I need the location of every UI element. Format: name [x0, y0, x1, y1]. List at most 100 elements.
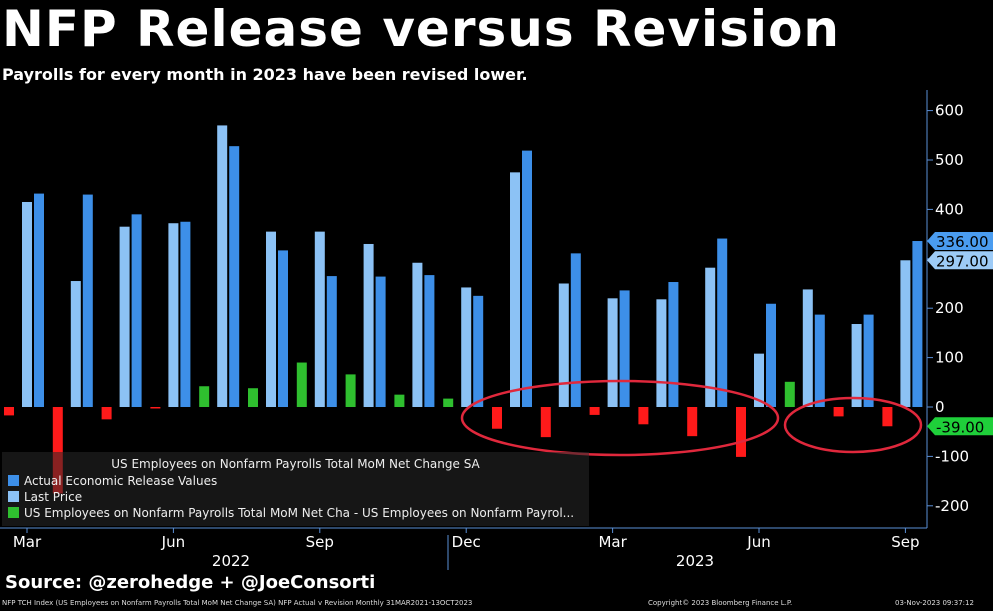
- footer: NFP TCH Index (US Employees on Nonfarm P…: [0, 597, 993, 611]
- bar-revision-difference: [833, 407, 844, 417]
- bar-revision-difference: [540, 407, 551, 438]
- bar-actual-release: [131, 214, 142, 407]
- chart-title: NFP Release versus Revision: [2, 0, 841, 58]
- bar-actual-release: [717, 238, 728, 407]
- legend: US Employees on Nonfarm Payrolls Total M…: [2, 452, 589, 526]
- bar-actual-release: [424, 275, 435, 407]
- legend-item-last-price: Last Price: [8, 490, 82, 505]
- chart-subtitle: Payrolls for every month in 2023 have be…: [2, 65, 528, 84]
- bar-last-price: [461, 287, 472, 407]
- bar-actual-release: [863, 314, 874, 407]
- highlight-ellipse-recent: [783, 396, 923, 454]
- bar-actual-release: [473, 295, 484, 407]
- badge-shape: [927, 417, 993, 436]
- highlight-ellipse-2023: [460, 379, 780, 457]
- bar-last-price: [851, 324, 862, 407]
- y-axis: 6005004003002001000-100-200: [926, 90, 969, 528]
- bar-revision-difference: [4, 407, 14, 416]
- legend-item-actual: Actual Economic Release Values: [8, 474, 217, 489]
- bar-revision-difference: [492, 407, 502, 429]
- bar-revision-difference: [736, 407, 746, 457]
- bar-revision-difference: [248, 388, 258, 407]
- bar-actual-release: [82, 194, 93, 407]
- bar-actual-release: [570, 253, 581, 407]
- bar-revision-difference: [345, 374, 356, 407]
- bars-group: [4, 125, 923, 494]
- legend-label-last-price: Last Price: [24, 490, 83, 504]
- bar-last-price: [754, 353, 764, 407]
- bar-actual-release: [668, 282, 679, 407]
- bar-last-price: [412, 262, 423, 407]
- legend-label-actual: Actual Economic Release Values: [24, 474, 218, 488]
- bar-revision-difference: [687, 407, 698, 437]
- x-tick-label: Mar: [598, 533, 627, 551]
- x-year-label: 2023: [676, 552, 714, 570]
- bar-last-price: [363, 243, 374, 407]
- badge-label: 297.00: [936, 252, 989, 270]
- badge-label: -39.00: [936, 418, 984, 436]
- y-tick-label: 200: [935, 299, 964, 317]
- bar-last-price: [314, 231, 325, 407]
- bar-actual-release: [619, 290, 630, 407]
- x-tick-label: Sep: [306, 533, 334, 551]
- legend-swatch-actual: [8, 475, 19, 486]
- footer-copyright: Copyright© 2023 Bloomberg Finance L.P.: [648, 599, 793, 607]
- legend-item-difference: US Employees on Nonfarm Payrolls Total M…: [8, 506, 574, 521]
- highlight-ellipses: [460, 379, 923, 457]
- bar-revision-difference: [638, 407, 649, 425]
- bar-revision-difference: [199, 386, 210, 407]
- y-tick-label: 500: [935, 151, 964, 169]
- bar-revision-difference: [296, 362, 307, 407]
- x-tick-label: Sep: [891, 533, 919, 551]
- x-tick-label: Jun: [161, 533, 185, 551]
- x-tick-label: Mar: [13, 533, 42, 551]
- badge-label: 336.00: [936, 233, 989, 251]
- bar-actual-release: [180, 221, 191, 407]
- y-tick-label: -200: [935, 497, 969, 515]
- y-tick-label: 600: [935, 102, 964, 120]
- bar-revision-difference: [589, 407, 600, 415]
- bar-last-price: [705, 267, 716, 407]
- bar-actual-release: [34, 193, 44, 407]
- source-note: Source: @zerohedge + @JoeConsorti: [5, 572, 376, 593]
- bar-last-price: [558, 283, 569, 407]
- x-year-label: 2022: [212, 552, 250, 570]
- bar-last-price: [607, 298, 618, 407]
- x-tick-label: Dec: [452, 533, 481, 551]
- x-axis: Mar Jun Sep Dec Mar Jun Sep 2022 2023: [0, 527, 927, 570]
- bar-revision-difference: [882, 407, 893, 427]
- footer-timestamp: 03-Nov-2023 09:37:12: [895, 599, 974, 607]
- bar-actual-release: [522, 150, 532, 407]
- bar-actual-release: [326, 276, 337, 407]
- bar-actual-release: [375, 276, 386, 407]
- bar-revision-difference: [394, 394, 405, 407]
- legend-label-difference: US Employees on Nonfarm Payrolls Total M…: [24, 506, 575, 520]
- bar-last-price: [656, 299, 667, 407]
- y-tick-label: 400: [935, 200, 964, 218]
- badge-shape: [927, 251, 993, 270]
- badge-shape: [927, 232, 993, 251]
- bar-actual-release: [278, 250, 288, 407]
- y-tick-label: 0: [935, 398, 945, 416]
- footer-index-info: NFP TCH Index (US Employees on Nonfarm P…: [2, 599, 473, 607]
- x-tick-label: Jun: [746, 533, 770, 551]
- bar-revision-difference: [784, 381, 795, 407]
- bar-last-price: [510, 172, 520, 407]
- bar-last-price: [22, 201, 32, 407]
- bar-revision-difference: [101, 407, 112, 420]
- legend-title: US Employees on Nonfarm Payrolls Total M…: [111, 457, 480, 471]
- bar-last-price: [266, 231, 276, 407]
- legend-swatch-difference: [8, 507, 19, 518]
- y-tick-label: 100: [935, 349, 964, 367]
- bar-revision-difference: [52, 407, 63, 494]
- bar-actual-release: [912, 241, 923, 407]
- y-tick-label: -100: [935, 447, 969, 465]
- bar-actual-release: [766, 303, 776, 407]
- bar-actual-release: [814, 314, 825, 407]
- bar-last-price: [70, 281, 81, 407]
- bar-revision-difference: [443, 398, 454, 407]
- bar-actual-release: [229, 146, 240, 407]
- bar-last-price: [900, 260, 911, 407]
- bar-revision-difference: [150, 407, 161, 409]
